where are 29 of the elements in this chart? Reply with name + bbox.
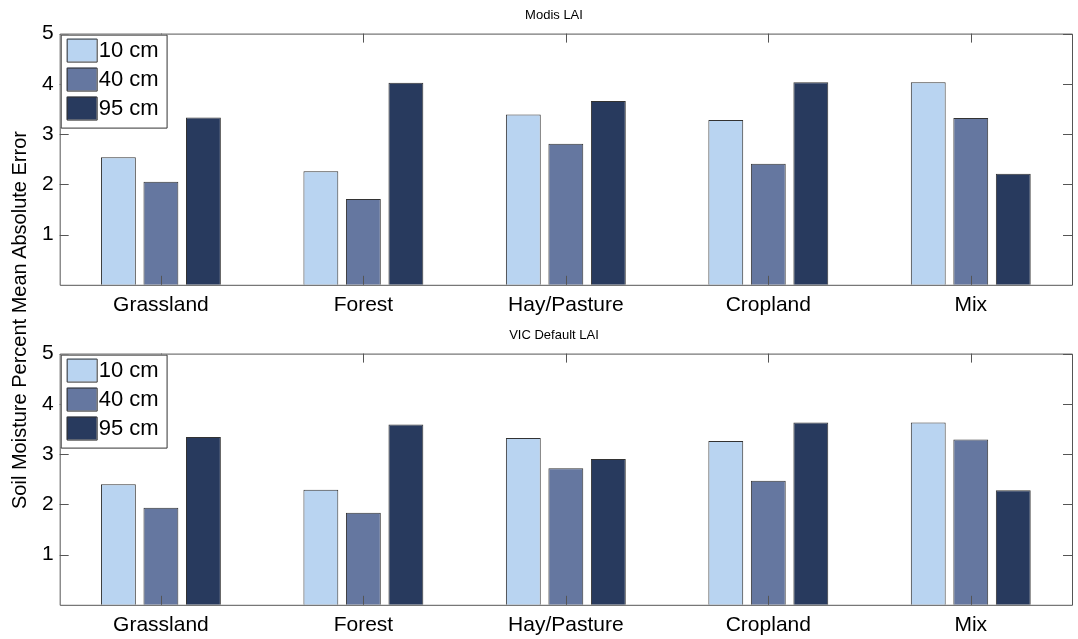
legend-label: 95 cm: [98, 414, 159, 440]
x-tick-label: Forest: [333, 612, 394, 636]
y-tick-label: 5: [41, 20, 54, 44]
y-tick-label: 3: [41, 120, 54, 144]
chart-title: VIC Default LAI: [509, 327, 599, 343]
y-tick-label: 1: [41, 541, 54, 565]
legend-label: 40 cm: [98, 65, 159, 91]
y-tick-label: 4: [41, 70, 54, 94]
legend-label: 95 cm: [98, 94, 159, 120]
y-tick-label: 5: [41, 340, 54, 364]
x-tick-label: Grassland: [113, 292, 209, 316]
x-tick-label: Hay/Pasture: [508, 612, 624, 636]
x-tick-label: Hay/Pasture: [508, 292, 624, 316]
x-tick-label: Mix: [954, 292, 988, 316]
x-tick-label: Forest: [333, 292, 394, 316]
y-tick-label: 2: [41, 491, 54, 515]
x-tick-label: Mix: [954, 612, 988, 636]
legend-label: 40 cm: [98, 385, 159, 411]
legend-label: 10 cm: [98, 36, 159, 62]
y-tick-label: 3: [41, 440, 54, 464]
x-tick-label: Cropland: [725, 612, 811, 636]
legend-label: 10 cm: [98, 356, 159, 382]
x-tick-label: Cropland: [725, 292, 811, 316]
x-tick-label: Grassland: [113, 612, 209, 636]
chart-title: Modis LAI: [525, 7, 583, 23]
y-tick-label: 2: [41, 171, 54, 195]
y-tick-label: 4: [41, 390, 54, 414]
y-tick-label: 1: [41, 221, 54, 245]
y-axis-title: Soil Moisture Percent Mean Absolute Error: [7, 130, 31, 511]
